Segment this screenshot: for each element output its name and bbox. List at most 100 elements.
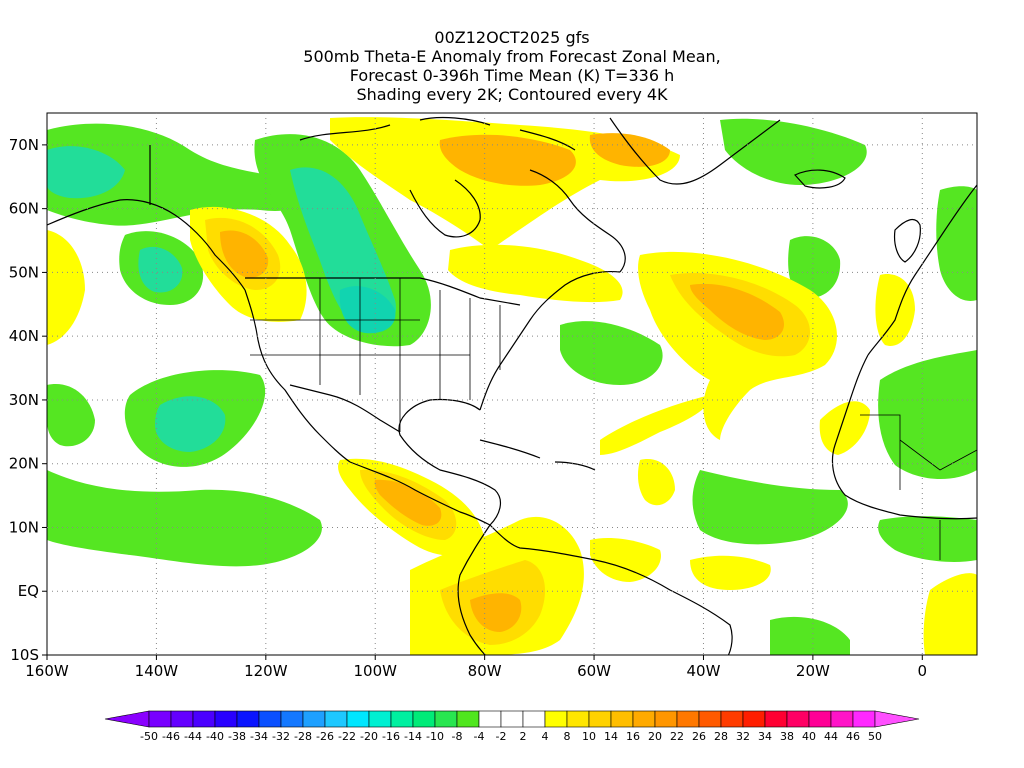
shade-greenland-green — [720, 118, 867, 185]
coastline-greenland — [609, 117, 781, 185]
colorbar-swatch — [742, 710, 766, 728]
shade-nwpacific-yellow — [47, 230, 85, 345]
colorbar-swatch — [478, 710, 502, 728]
colorbar-label: 44 — [824, 730, 838, 743]
lon-tick-label: 120W — [244, 662, 288, 680]
border-states — [250, 278, 501, 432]
shade-midpacific-cyan — [155, 396, 226, 452]
colorbar-swatch — [720, 710, 744, 728]
coastline-us-west — [244, 289, 351, 463]
colorbar-label: 16 — [626, 730, 640, 743]
coastline-canada-east — [529, 169, 626, 273]
shade-pacific-cyan — [138, 246, 183, 293]
colorbar-swatch — [786, 710, 810, 728]
colorbar-swatch — [148, 710, 172, 728]
shade-hudson-orange — [439, 134, 576, 186]
border-us-canada — [245, 277, 521, 306]
colorbar-label: 32 — [736, 730, 750, 743]
colorbar-label: -32 — [272, 730, 290, 743]
gridlines — [47, 113, 977, 655]
colorbar-label: -8 — [452, 730, 463, 743]
colorbar-swatch — [610, 710, 634, 728]
lon-tick-label: 60W — [577, 662, 611, 680]
colorbar-swatch — [280, 710, 304, 728]
colorbar-swatch — [500, 710, 524, 728]
colorbar-label: -26 — [316, 730, 334, 743]
lon-tick-label: 100W — [354, 662, 398, 680]
shade-baffin-orange — [589, 133, 670, 167]
colorbar-label: 20 — [648, 730, 662, 743]
colorbar-arrow-right — [874, 710, 920, 728]
shade-atlantic-band-orange — [690, 283, 785, 340]
colorbar-label: 10 — [582, 730, 596, 743]
shade-caribbean-yellow — [590, 538, 661, 582]
colorbar-swatch — [632, 710, 656, 728]
colorbar-label: 4 — [542, 730, 549, 743]
colorbar-swatch — [324, 710, 348, 728]
shade-atlantic-green — [560, 321, 663, 385]
colorbar-label: 34 — [758, 730, 772, 743]
shade-tropical-atlantic-green — [692, 470, 848, 545]
lat-tick-label: 70N — [9, 136, 39, 154]
shade-greatlakes-yellow — [448, 244, 623, 303]
border-us-mexico — [289, 384, 401, 433]
colorbar-swatch — [170, 710, 194, 728]
coastline-europe — [867, 184, 977, 356]
title-line-4: Shading every 2K; Contoured every 4K — [356, 85, 668, 104]
shade-westafrica-yellow — [819, 401, 870, 455]
colorbar-label: -16 — [382, 730, 400, 743]
colorbar-label: 2 — [520, 730, 527, 743]
shade-plains-teal — [339, 286, 396, 334]
colorbar-swatch — [456, 710, 480, 728]
colorbar-label: 40 — [802, 730, 816, 743]
coastline-hispaniola — [554, 461, 596, 471]
lat-tick-label: 60N — [9, 200, 39, 218]
coastline-central-america — [349, 461, 491, 526]
lon-tick-label: 40W — [687, 662, 721, 680]
coastline-uk — [893, 218, 921, 263]
colorbar-swatch — [544, 710, 568, 728]
title-line-3: Forecast 0-396h Time Mean (K) T=336 h — [349, 66, 675, 85]
colorbar-swatch — [808, 710, 832, 728]
shade-eqatlantic-yellow — [690, 555, 771, 590]
colorbar-label: -50 — [140, 730, 158, 743]
coastline-cuba — [479, 439, 541, 459]
coastline-africa — [831, 354, 977, 520]
shade-southamerica-orange — [470, 593, 522, 632]
title-line-1: 00Z12OCT2025 gfs — [434, 28, 590, 47]
lat-tick-label: 10S — [10, 646, 39, 664]
lat-tick-label: EQ — [18, 582, 39, 600]
colorbar-swatch — [852, 710, 876, 728]
colorbar-swatch — [390, 710, 414, 728]
coastlines — [47, 116, 977, 655]
colorbar-label: 46 — [846, 730, 860, 743]
shade-gulfguinea-green — [878, 516, 977, 562]
colorbar-swatch — [698, 710, 722, 728]
title-line-2: 500mb Theta-E Anomaly from Forecast Zona… — [303, 47, 721, 66]
colorbar-label: -34 — [250, 730, 268, 743]
colorbar-arrow-left — [104, 710, 150, 728]
colorbar-label: 14 — [604, 730, 618, 743]
lat-tick-label: 30N — [9, 391, 39, 409]
lon-tick-label: 80W — [468, 662, 502, 680]
colorbar-swatch — [830, 710, 854, 728]
coastline-hudson-bay — [409, 179, 481, 238]
colorbar-label: -20 — [360, 730, 378, 743]
coastline-gulf-mexico — [398, 398, 502, 526]
shade-midatlantic-yellow — [637, 459, 675, 506]
colorbar-swatch — [434, 710, 458, 728]
shade-southatlantic-yellow — [923, 573, 977, 655]
colorbar-label: 50 — [868, 730, 882, 743]
border-africa-countries — [860, 414, 977, 560]
shade-tropical-streak-yellow — [600, 395, 711, 455]
colorbar-swatch — [566, 710, 590, 728]
lat-tick-label: 10N — [9, 518, 39, 536]
shade-mexico-orange — [374, 479, 442, 526]
shade-europe-green — [936, 186, 977, 301]
colorbar-swatch — [302, 710, 326, 728]
colorbar-label: -10 — [426, 730, 444, 743]
colorbar-label: 22 — [670, 730, 684, 743]
lon-tick-label: 20W — [796, 662, 830, 680]
coastline-alaska — [47, 199, 246, 291]
